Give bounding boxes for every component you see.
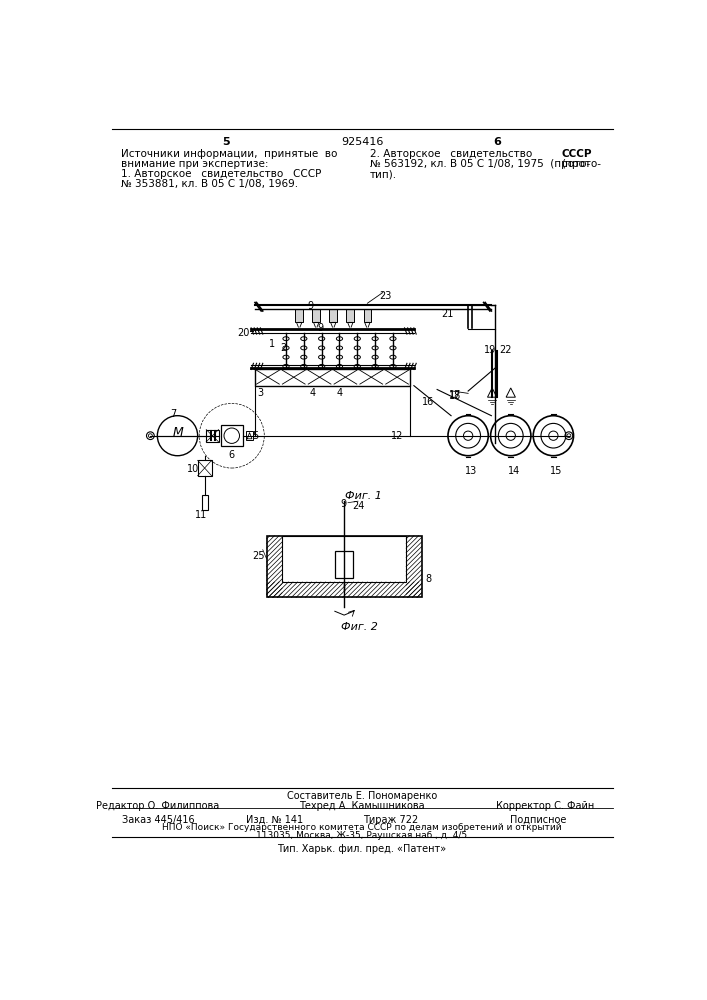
Bar	[255, 369, 410, 386]
Text: 12: 12	[391, 431, 403, 441]
Text: № 353881, кл. В 05 С 1/08, 1969.: № 353881, кл. В 05 С 1/08, 1969.	[121, 179, 298, 189]
Text: Редактор О. Филиппова: Редактор О. Филиппова	[96, 801, 220, 811]
Text: Фиг. 1: Фиг. 1	[345, 491, 382, 501]
Text: СССР: СССР	[561, 149, 592, 159]
Bar	[267, 536, 421, 597]
Text: внимание при экспертизе:: внимание при экспертизе:	[121, 159, 269, 169]
Text: Изд. № 141: Изд. № 141	[246, 815, 303, 825]
Text: тип).: тип).	[370, 169, 397, 179]
Text: 21: 21	[441, 309, 453, 319]
Text: НПО «Поиск» Государственного комитета СССР по делам изобретений и открытий: НПО «Поиск» Государственного комитета СС…	[162, 823, 562, 832]
Text: 16: 16	[421, 397, 434, 407]
Text: 14: 14	[508, 466, 520, 477]
Text: 9: 9	[340, 499, 346, 509]
Bar	[201, 495, 208, 510]
Text: 2. Авторское   свидетельство: 2. Авторское свидетельство	[370, 149, 532, 159]
Text: Источники информации,  принятые  во: Источники информации, принятые во	[121, 149, 337, 159]
Text: Тип. Харьк. фил. пред. «Патент»: Тип. Харьк. фил. пред. «Патент»	[277, 844, 447, 854]
Text: 18: 18	[449, 391, 461, 401]
Text: Подписное: Подписное	[510, 815, 566, 825]
Text: 4: 4	[337, 388, 342, 398]
Text: M: M	[173, 426, 184, 439]
Text: 6: 6	[228, 450, 234, 460]
Text: 6: 6	[493, 137, 501, 147]
Text: Тираж 722: Тираж 722	[363, 815, 419, 825]
Text: 3: 3	[257, 388, 264, 398]
Text: 15: 15	[550, 466, 563, 477]
Bar	[206, 430, 218, 442]
Bar	[335, 551, 354, 578]
Text: 1. Авторское   свидетельство   СССР: 1. Авторское свидетельство СССР	[121, 169, 321, 179]
Text: 23: 23	[379, 291, 392, 301]
Text: Корректор С. Файн: Корректор С. Файн	[496, 801, 595, 811]
Text: Фиг. 2: Фиг. 2	[341, 622, 378, 632]
Bar	[296, 309, 303, 322]
Text: 925416: 925416	[341, 137, 383, 147]
Text: 22: 22	[499, 345, 512, 355]
Text: 17: 17	[449, 389, 461, 399]
Bar	[198, 460, 211, 476]
Text: 24: 24	[352, 501, 364, 511]
Bar	[346, 309, 354, 322]
Text: 19: 19	[484, 345, 496, 355]
Text: 9: 9	[308, 301, 314, 311]
Text: 11: 11	[195, 510, 208, 520]
Bar	[221, 425, 243, 446]
Text: 2: 2	[281, 343, 287, 353]
Text: 1: 1	[269, 339, 275, 349]
Text: 4: 4	[309, 388, 315, 398]
Bar	[247, 431, 252, 440]
Text: 8: 8	[426, 574, 432, 584]
Text: 113035, Москва, Ж-35, Раушская наб., д. 4/5: 113035, Москва, Ж-35, Раушская наб., д. …	[257, 831, 467, 840]
Text: 7: 7	[170, 409, 176, 419]
Text: 13: 13	[465, 466, 477, 477]
Bar	[363, 309, 371, 322]
Text: 5: 5	[222, 137, 229, 147]
Text: 20: 20	[237, 328, 250, 338]
Text: Составитель Е. Пономаренко: Составитель Е. Пономаренко	[287, 791, 437, 801]
Text: 5: 5	[252, 431, 259, 441]
Text: 10: 10	[187, 464, 199, 474]
Text: (прото-: (прото-	[561, 159, 601, 169]
Text: 25: 25	[252, 551, 265, 561]
Text: № 563192, кл. В 05 С 1/08, 1975  (прото-: № 563192, кл. В 05 С 1/08, 1975 (прото-	[370, 159, 590, 169]
Bar	[312, 309, 320, 322]
Text: 9: 9	[317, 323, 323, 333]
Bar	[282, 536, 406, 582]
Bar	[329, 309, 337, 322]
Text: Техред А. Камышникова: Техред А. Камышникова	[299, 801, 425, 811]
Text: Заказ 445/416: Заказ 445/416	[122, 815, 194, 825]
